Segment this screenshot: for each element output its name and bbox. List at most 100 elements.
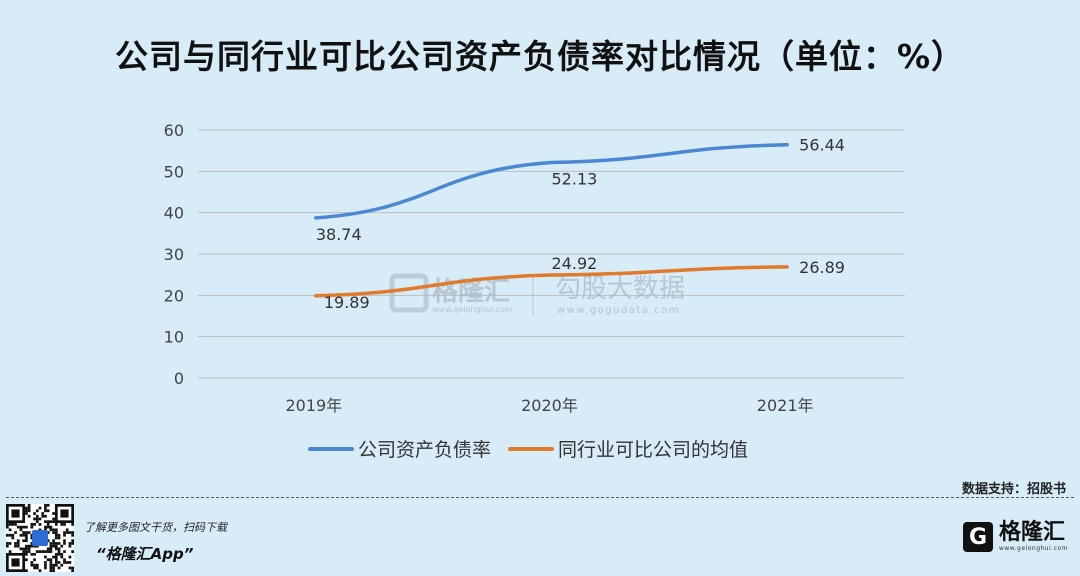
series-line (314, 265, 789, 298)
qr-module (54, 531, 58, 534)
qr-module (11, 533, 15, 537)
qr-module (41, 512, 45, 515)
qr-module (63, 533, 66, 537)
qr-module (22, 550, 26, 553)
x-tick-label: 2020年 (521, 396, 578, 415)
qr-module (33, 563, 36, 567)
y-axis: 0 10 20 30 40 50 60 (164, 121, 184, 388)
qr-module (22, 539, 26, 543)
qr-module (71, 569, 74, 572)
qr-finder-center (11, 558, 20, 567)
qr-module (68, 542, 72, 545)
qr-finder-center (11, 509, 20, 518)
qr-module (68, 566, 72, 570)
qr-module (46, 525, 50, 529)
qr-center-logo (32, 530, 48, 546)
qr-module (30, 552, 34, 556)
qr-module (44, 520, 47, 524)
watermark-right-url: www.gogudata.com (557, 305, 680, 316)
qr-finder (6, 504, 26, 524)
qr-module (63, 539, 66, 543)
qr-module (8, 542, 12, 545)
qr-module (33, 523, 36, 526)
qr-module (14, 531, 17, 534)
qr-module (52, 566, 55, 570)
qr-module (63, 558, 66, 562)
qr-module (52, 569, 55, 572)
qr-module (49, 550, 53, 553)
qr-module (49, 542, 53, 545)
qr-module (71, 550, 74, 553)
qr-module (49, 561, 53, 564)
qr-module (38, 523, 42, 526)
qr-module (44, 525, 47, 529)
qr-module (54, 552, 58, 556)
qr-module (49, 569, 53, 572)
qr-module (52, 542, 55, 545)
qr-module (52, 517, 55, 521)
qr-module (30, 542, 34, 545)
qr-module (38, 528, 42, 532)
data-label: 19.89 (324, 293, 370, 312)
data-label: 38.74 (316, 225, 362, 244)
qr-module (27, 547, 31, 551)
qr-module (30, 525, 34, 529)
data-label: 26.89 (799, 258, 845, 277)
qr-module (57, 566, 61, 570)
qr-module (63, 561, 66, 564)
qr-module (49, 566, 53, 570)
qr-module (6, 525, 9, 529)
qr-module (30, 533, 34, 537)
qr-module (60, 552, 64, 556)
brand-name: 格隆汇 (998, 520, 1065, 545)
promo-text: 了解更多图文干货，扫码下载 (84, 521, 227, 534)
qr-module (44, 566, 47, 570)
qr-module (57, 561, 61, 564)
y-tick-label: 50 (164, 162, 184, 181)
y-tick-label: 30 (164, 245, 184, 264)
qr-module (71, 542, 74, 545)
qr-module (60, 555, 64, 559)
qr-module (25, 512, 28, 515)
qr-module (30, 536, 34, 540)
qr-module (35, 550, 39, 553)
qr-module (19, 547, 23, 551)
qr-module (35, 517, 39, 521)
qr-module (33, 558, 36, 562)
x-axis: 2019年 2020年 2021年 (285, 396, 813, 415)
qr-module (44, 561, 47, 564)
qr-module (22, 531, 26, 534)
qr-module (44, 504, 47, 507)
qr-module (52, 563, 55, 567)
qr-module (19, 533, 23, 537)
qr-module (44, 506, 47, 510)
y-tick-label: 60 (164, 121, 184, 140)
qr-module (52, 528, 55, 532)
qr-module (54, 542, 58, 545)
qr-module (65, 561, 69, 564)
qr-module (60, 563, 64, 567)
qr-module (44, 550, 47, 553)
qr-module (33, 544, 36, 548)
qr-module (57, 552, 61, 556)
qr-module (49, 528, 53, 532)
qr-module (54, 533, 58, 537)
qr-module (16, 544, 20, 548)
qr-module (38, 506, 42, 510)
qr-module (71, 523, 74, 526)
qr-module (35, 509, 39, 513)
watermark-right: 勾股大数据 (555, 274, 685, 304)
qr-module (46, 531, 50, 534)
qr-module (35, 514, 39, 518)
brand-url: www.gelonghui.com (998, 545, 1068, 552)
qr-module (68, 555, 72, 559)
qr-module (68, 544, 72, 548)
qr-module (27, 509, 31, 513)
qr-module (19, 528, 23, 532)
qr-module (44, 514, 47, 518)
qr-module (54, 558, 58, 562)
qr-module (68, 561, 72, 564)
qr-module (46, 539, 50, 543)
qr-module (57, 550, 61, 553)
